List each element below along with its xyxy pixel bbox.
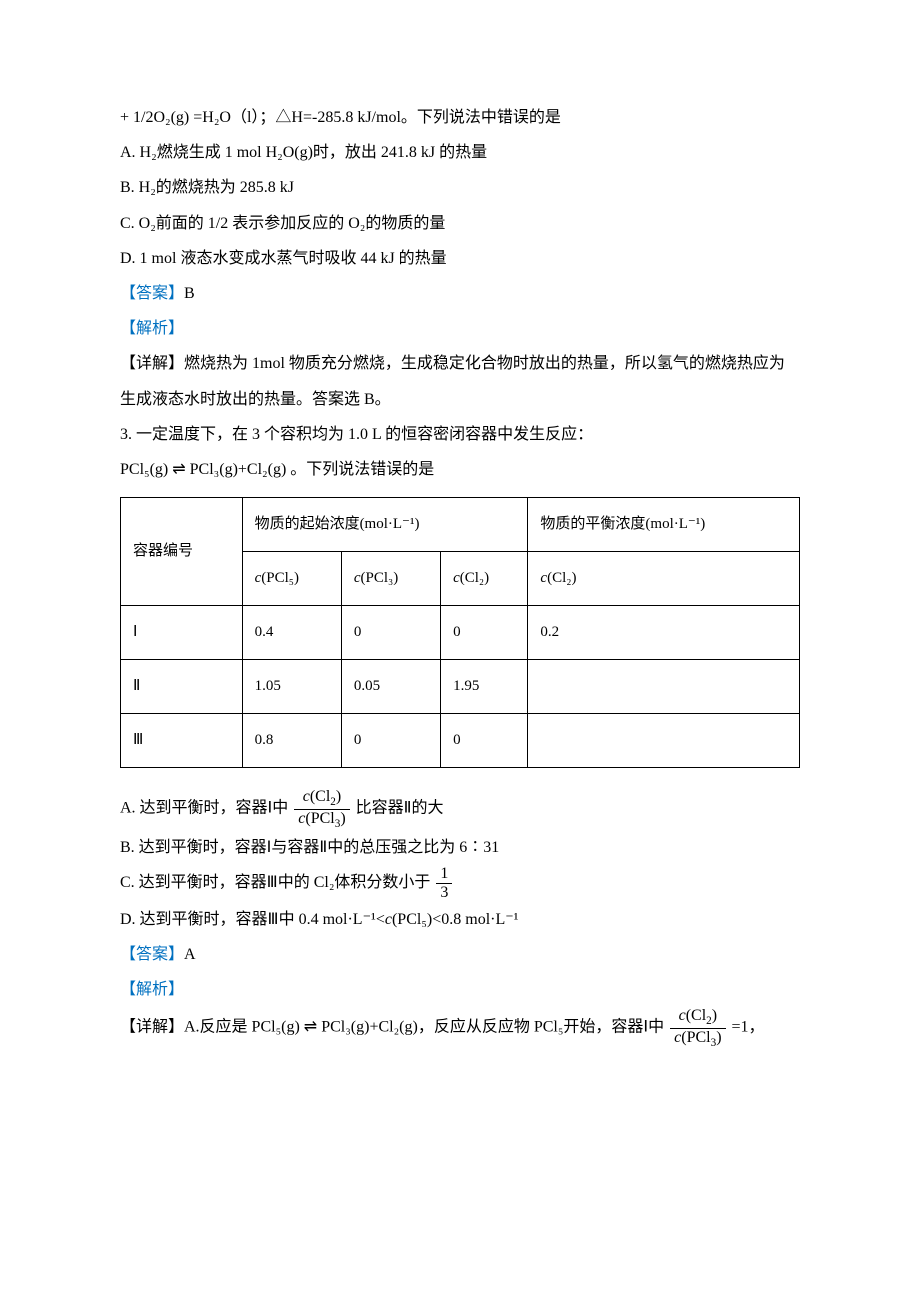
- cell: [528, 660, 800, 714]
- cell: [528, 714, 800, 768]
- option-d-q2: D. 1 mol 液态水变成水蒸气时吸收 44 kJ 的热量: [120, 241, 800, 276]
- cell-id: Ⅱ: [121, 660, 243, 714]
- table-row: Ⅰ 0.4 0 0 0.2: [121, 606, 800, 660]
- optA2-suffix: 比容器Ⅱ的大: [356, 800, 444, 817]
- data-table: 容器编号 物质的起始浓度(mol·L⁻¹) 物质的平衡浓度(mol·L⁻¹) c…: [120, 497, 800, 768]
- option-d-q3: D. 达到平衡时，容器Ⅲ中 0.4 mol·L⁻¹<c(PCl₅)<0.8 mo…: [120, 902, 800, 937]
- th-eq-cl2: c(Cl₂): [528, 552, 800, 606]
- cell-id: Ⅰ: [121, 606, 243, 660]
- q3-intro: 3. 一定温度下，在 3 个容积均为 1.0 L 的恒容密闭容器中发生反应：: [120, 417, 800, 452]
- th-pcl3: c(PCl₃): [341, 552, 440, 606]
- answer-q3: 【答案】A: [120, 937, 800, 972]
- th-eq: 物质的平衡浓度(mol·L⁻¹): [528, 498, 800, 552]
- th-pcl5: c(PCl₅): [242, 552, 341, 606]
- cell: 0: [441, 714, 528, 768]
- cell-id: Ⅲ: [121, 714, 243, 768]
- cell: 0.2: [528, 606, 800, 660]
- table-row: Ⅱ 1.05 0.05 1.95: [121, 660, 800, 714]
- optA2-prefix: A. 达到平衡时，容器Ⅰ中: [120, 800, 288, 817]
- cell: 0: [341, 714, 440, 768]
- th-initial: 物质的起始浓度(mol·L⁻¹): [242, 498, 528, 552]
- th-container: 容器编号: [121, 498, 243, 606]
- option-b-q3: B. 达到平衡时，容器Ⅰ与容器Ⅱ中的总压强之比为 6∶31: [120, 830, 800, 865]
- detail-q2: 【详解】燃烧热为 1mol 物质充分燃烧，生成稳定化合物时放出的热量，所以氢气的…: [120, 346, 800, 416]
- option-b-q2: B. H₂的燃烧热为 285.8 kJ: [120, 170, 800, 205]
- answer-label: 【答案】: [120, 946, 184, 963]
- option-a-q2: A. H₂燃烧生成 1 mol H₂O(g)时，放出 241.8 kJ 的热量: [120, 135, 800, 170]
- fraction-one-third: 1 3: [436, 865, 452, 901]
- cell: 0: [341, 606, 440, 660]
- detail2-prefix: 【详解】A.反应是 PCl₅(g) ⇌ PCl₃(g)+Cl₂(g)，反应从反应…: [120, 1019, 664, 1036]
- cell: 0.8: [242, 714, 341, 768]
- analysis-label: 【解析】: [120, 981, 184, 998]
- optC2-prefix: C. 达到平衡时，容器Ⅲ中的 Cl₂体积分数小于: [120, 874, 430, 891]
- detail-q3: 【详解】A.反应是 PCl₅(g) ⇌ PCl₃(g)+Cl₂(g)，反应从反应…: [120, 1007, 800, 1049]
- answer-q2: 【答案】B: [120, 276, 800, 311]
- analysis-label: 【解析】: [120, 320, 184, 337]
- cell: 1.05: [242, 660, 341, 714]
- option-a-q3: A. 达到平衡时，容器Ⅰ中 c(Cl2) c(PCl3) 比容器Ⅱ的大: [120, 788, 800, 830]
- table-row: Ⅲ 0.8 0 0: [121, 714, 800, 768]
- q3-equation: PCl₅(g) ⇌ PCl₃(g)+Cl₂(g) 。下列说法错误的是: [120, 452, 800, 487]
- analysis-q2: 【解析】: [120, 311, 800, 346]
- option-c-q3: C. 达到平衡时，容器Ⅲ中的 Cl₂体积分数小于 1 3: [120, 865, 800, 901]
- option-c-q2: C. O₂前面的 1/2 表示参加反应的 O₂的物质的量: [120, 206, 800, 241]
- th-cl2: c(Cl₂): [441, 552, 528, 606]
- cell: 0: [441, 606, 528, 660]
- fraction-cl2-pcl3-2: c(Cl2) c(PCl3): [670, 1007, 725, 1049]
- cell: 1.95: [441, 660, 528, 714]
- answer-label: 【答案】: [120, 285, 184, 302]
- fraction-cl2-pcl3: c(Cl2) c(PCl3): [294, 788, 349, 830]
- detail2-suffix: =1，: [732, 1019, 765, 1036]
- cell: 0.4: [242, 606, 341, 660]
- cell: 0.05: [341, 660, 440, 714]
- line-continuation: + 1/2O₂(g) =H₂O（l）；△H=-285.8 kJ/mol。下列说法…: [120, 100, 800, 135]
- answer-value: A: [184, 946, 196, 963]
- analysis-q3: 【解析】: [120, 972, 800, 1007]
- answer-value: B: [184, 285, 195, 302]
